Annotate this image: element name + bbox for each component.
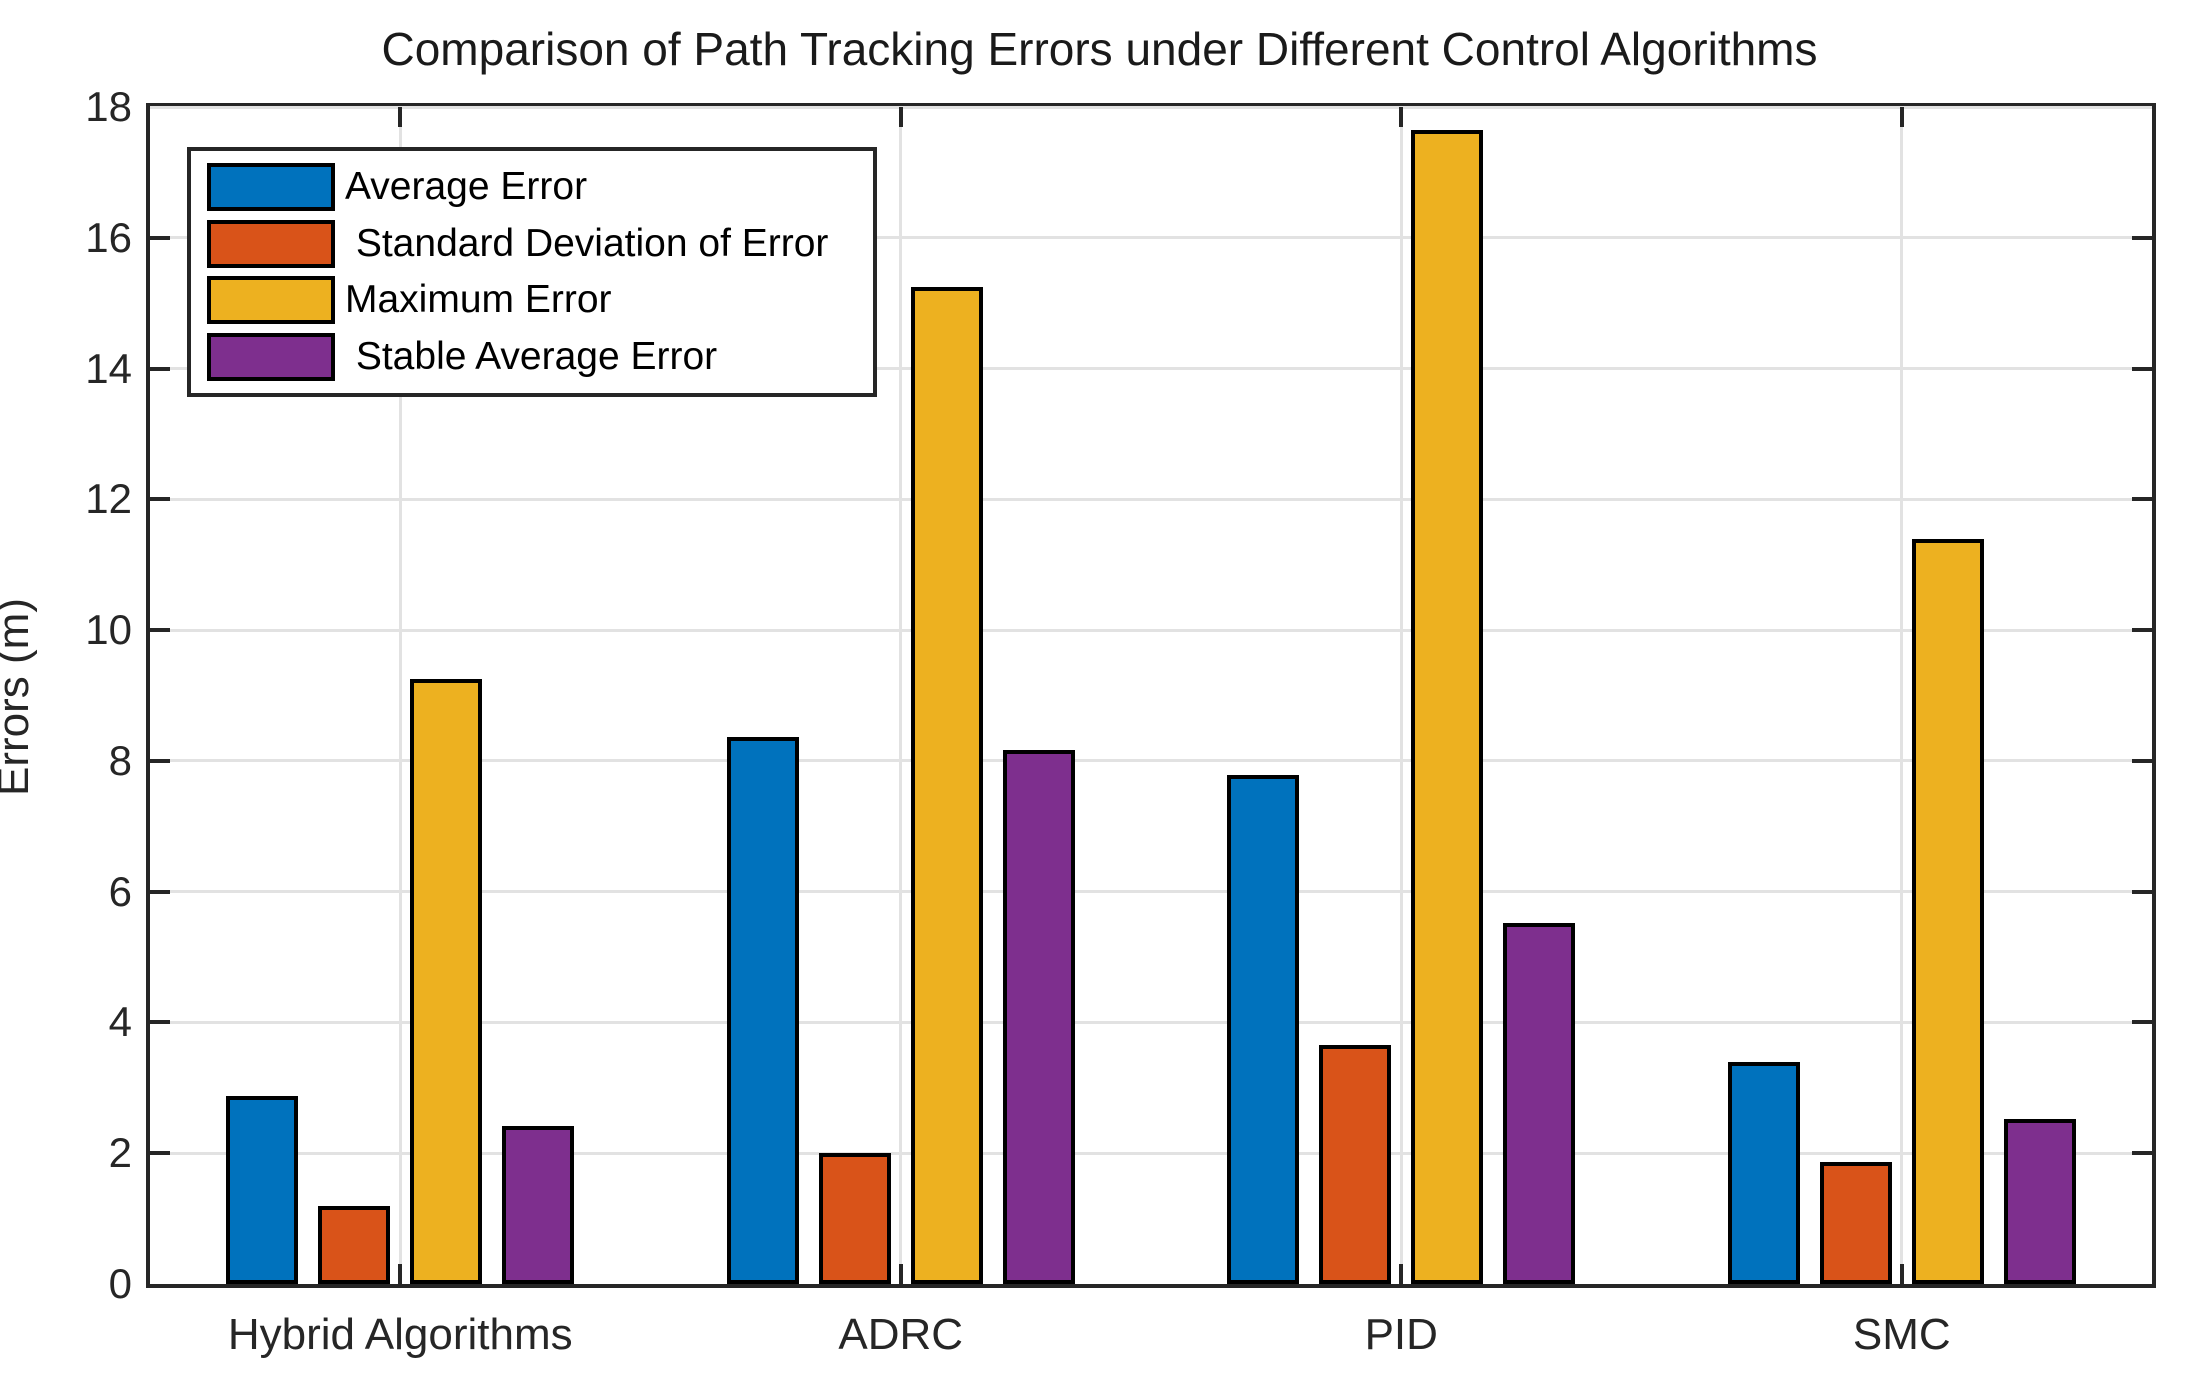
- bar-pid-series2: [1319, 1045, 1392, 1284]
- x-tick-label: Hybrid Algorithms: [227, 1310, 573, 1359]
- y-axis-tick: [150, 235, 170, 240]
- legend-swatch-series3: [207, 276, 335, 325]
- bar-hybrid-algorithms-series4: [502, 1125, 575, 1284]
- legend-item: Average Error: [191, 163, 873, 212]
- bar-smc-series4: [2003, 1118, 2076, 1284]
- gridline-horizontal: [150, 367, 2152, 371]
- gridline-horizontal: [150, 1020, 2152, 1024]
- legend-label: Stable Average Error: [345, 334, 718, 378]
- y-tick-label: 6: [108, 867, 132, 915]
- bar-adrc-series1: [726, 736, 799, 1284]
- bar-adrc-series4: [1002, 749, 1075, 1284]
- bar-hybrid-algorithms-series2: [318, 1206, 391, 1284]
- bar-pid-series1: [1227, 775, 1300, 1284]
- legend-item: Maximum Error: [191, 276, 873, 325]
- y-axis-tick: [150, 366, 170, 371]
- gridline-horizontal: [150, 105, 2152, 109]
- y-axis-tick-right: [2132, 889, 2152, 894]
- legend-label: Maximum Error: [345, 278, 612, 322]
- legend-swatch-series1: [207, 163, 335, 212]
- x-axis-tick-top: [1399, 107, 1404, 127]
- x-axis-tick-top: [398, 107, 403, 127]
- gridline-horizontal: [150, 628, 2152, 632]
- legend-swatch-series4: [207, 332, 335, 381]
- y-tick-label: 2: [108, 1129, 132, 1177]
- y-axis-tick: [150, 1151, 170, 1156]
- x-tick-label: PID: [1364, 1310, 1438, 1359]
- y-axis-tick-right: [2132, 366, 2152, 371]
- bar-adrc-series2: [818, 1153, 891, 1284]
- gridline-horizontal: [150, 1151, 2152, 1155]
- y-axis-tick-right: [2132, 497, 2152, 502]
- y-axis-tick-right: [2132, 758, 2152, 763]
- x-axis-tick-top: [898, 107, 903, 127]
- y-axis-tick-right: [2132, 1151, 2152, 1156]
- x-axis-tick-top: [1899, 107, 1904, 127]
- gridline-vertical: [1399, 107, 1403, 1284]
- y-axis-tick: [150, 628, 170, 633]
- bar-smc-series3: [1911, 538, 1984, 1284]
- bar-hybrid-algorithms-series3: [410, 679, 483, 1284]
- legend-label: Standard Deviation of Error: [345, 221, 829, 265]
- gridline-horizontal: [150, 497, 2152, 501]
- y-axis-tick-right: [2132, 1020, 2152, 1025]
- bar-pid-series4: [1503, 923, 1576, 1284]
- bar-hybrid-algorithms-series1: [226, 1095, 299, 1284]
- y-tick-label: 10: [85, 606, 132, 654]
- y-tick-label: 8: [108, 736, 132, 784]
- y-axis-tick: [150, 889, 170, 894]
- y-axis-tick: [150, 758, 170, 763]
- plot-area: [146, 103, 2156, 1288]
- y-axis-tick: [150, 497, 170, 502]
- gridline-horizontal: [150, 890, 2152, 894]
- y-tick-label: 16: [85, 213, 132, 261]
- chart-title: Comparison of Path Tracking Errors under…: [381, 23, 1818, 75]
- bar-smc-series1: [1727, 1061, 1800, 1284]
- x-axis-tick: [398, 1264, 403, 1284]
- legend-item: Standard Deviation of Error: [191, 219, 873, 268]
- legend-swatch-series2: [207, 219, 335, 268]
- x-axis-tick: [898, 1264, 903, 1284]
- legend: Average Error Standard Deviation of Erro…: [187, 147, 877, 397]
- legend-label: Average Error: [345, 165, 588, 209]
- y-tick-label: 14: [85, 344, 132, 392]
- y-tick-label: 4: [108, 998, 132, 1046]
- bar-smc-series2: [1819, 1161, 1892, 1284]
- legend-item: Stable Average Error: [191, 332, 873, 381]
- gridline-vertical: [899, 107, 903, 1284]
- y-tick-label: 18: [85, 83, 132, 130]
- y-axis-tick: [150, 1020, 170, 1025]
- gridline-vertical: [1900, 107, 1904, 1284]
- gridline-vertical: [398, 107, 402, 1284]
- y-tick-label: 0: [108, 1260, 132, 1307]
- bar-pid-series3: [1411, 129, 1484, 1284]
- gridline-horizontal: [150, 236, 2152, 240]
- gridline-horizontal: [150, 759, 2152, 763]
- y-axis-tick-right: [2132, 235, 2152, 240]
- x-axis-tick: [1899, 1264, 1904, 1284]
- y-tick-label: 12: [85, 475, 132, 523]
- x-tick-label: ADRC: [838, 1310, 964, 1359]
- y-axis-tick-right: [2132, 628, 2152, 633]
- bar-adrc-series3: [910, 286, 983, 1284]
- x-tick-label: SMC: [1852, 1310, 1951, 1359]
- x-axis-tick: [1399, 1264, 1404, 1284]
